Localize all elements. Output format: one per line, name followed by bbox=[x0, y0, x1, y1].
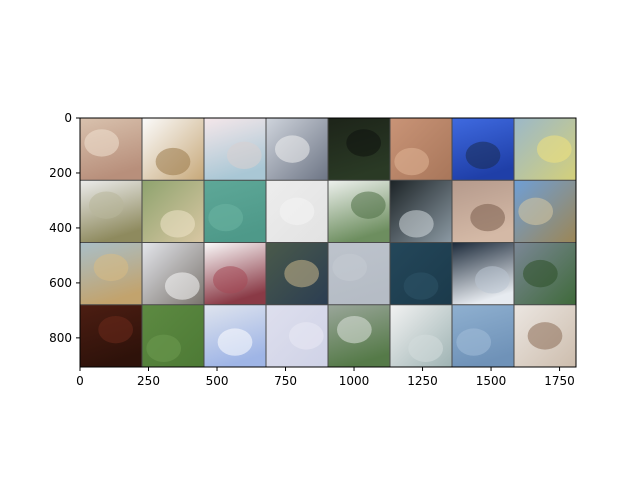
image-tile-blob bbox=[217, 328, 253, 356]
image-tile bbox=[80, 304, 142, 367]
image-tile bbox=[390, 118, 452, 181]
image-tile-blob bbox=[522, 259, 558, 288]
image-tile bbox=[514, 304, 576, 367]
image-tile bbox=[266, 118, 328, 181]
image-tile-blob bbox=[274, 135, 310, 163]
x-axis: 0 250 500 750 1000 1250 1500 1750 bbox=[76, 367, 575, 388]
x-tick-label: 500 bbox=[206, 374, 229, 388]
image-tile bbox=[328, 304, 390, 367]
image-tile bbox=[204, 180, 266, 243]
image-tile-blob bbox=[208, 203, 244, 232]
image-tile bbox=[204, 118, 266, 181]
image-tile-blob bbox=[474, 266, 510, 294]
axes-frame bbox=[79, 117, 577, 368]
image-tile-blob bbox=[146, 334, 182, 363]
image-tile-blob bbox=[336, 315, 372, 344]
image-tile-blob bbox=[536, 135, 572, 163]
image-tile bbox=[204, 242, 266, 305]
image-tile-blob bbox=[350, 191, 386, 219]
image-tile bbox=[390, 180, 452, 243]
image-tile bbox=[328, 242, 390, 305]
image-tile bbox=[452, 118, 514, 181]
image-tile-blob bbox=[403, 272, 439, 300]
image-tile-blob bbox=[408, 334, 444, 363]
image-tile-blob bbox=[398, 210, 434, 238]
image-tile bbox=[80, 118, 142, 181]
x-tick-label: 1000 bbox=[339, 374, 370, 388]
image-tile-blob bbox=[160, 210, 196, 238]
image-tile bbox=[142, 242, 204, 305]
image-tile-blob bbox=[98, 315, 134, 344]
image-tile bbox=[266, 242, 328, 305]
image-tile-blob bbox=[346, 129, 382, 157]
image-tile bbox=[514, 180, 576, 243]
image-tile bbox=[142, 118, 204, 181]
image-tile bbox=[266, 180, 328, 243]
image-tile-blob bbox=[456, 328, 492, 356]
image-tile-blob bbox=[155, 147, 191, 176]
image-tile-blob bbox=[527, 322, 563, 350]
image-tile-blob bbox=[226, 141, 262, 170]
image-tile-blob bbox=[288, 322, 324, 350]
image-tile bbox=[328, 180, 390, 243]
y-tick-label: 400 bbox=[49, 221, 72, 235]
image-tile-blob bbox=[470, 203, 506, 232]
image-tile bbox=[514, 118, 576, 181]
image-tile bbox=[452, 242, 514, 305]
x-tick-label: 750 bbox=[274, 374, 297, 388]
y-tick-label: 600 bbox=[49, 276, 72, 290]
image-tile bbox=[266, 304, 328, 367]
image-tile bbox=[390, 304, 452, 367]
image-tile-blob bbox=[332, 253, 368, 282]
y-axis: 0 200 400 600 800 bbox=[49, 111, 80, 345]
x-tick-label: 0 bbox=[76, 374, 84, 388]
image-tile bbox=[142, 304, 204, 367]
tile-borders bbox=[80, 118, 576, 367]
image-tile-blob bbox=[465, 141, 501, 170]
image-tile bbox=[80, 242, 142, 305]
image-tile-blob bbox=[84, 129, 120, 157]
image-tiles bbox=[80, 118, 576, 367]
x-tick-label: 1250 bbox=[407, 374, 438, 388]
image-tile-blob bbox=[394, 147, 430, 176]
image-tile-blob bbox=[93, 253, 129, 282]
image-tile bbox=[80, 180, 142, 243]
image-tile-blob bbox=[88, 191, 124, 219]
image-tile bbox=[204, 304, 266, 367]
image-tile bbox=[390, 242, 452, 305]
image-tile-blob bbox=[518, 197, 554, 226]
image-tile-blob bbox=[279, 197, 315, 226]
x-tick-label: 1500 bbox=[476, 374, 507, 388]
y-tick-label: 800 bbox=[49, 331, 72, 345]
image-tile-blob bbox=[164, 272, 200, 300]
y-tick-label: 200 bbox=[49, 166, 72, 180]
image-tile bbox=[452, 304, 514, 367]
image-tile bbox=[452, 180, 514, 243]
image-tile-blob bbox=[284, 259, 320, 288]
image-tile bbox=[514, 242, 576, 305]
x-tick-label: 250 bbox=[137, 374, 160, 388]
image-tile-blob bbox=[212, 266, 248, 294]
x-tick-label: 1750 bbox=[544, 374, 575, 388]
image-tile bbox=[328, 118, 390, 181]
y-tick-label: 0 bbox=[64, 111, 72, 125]
image-tile bbox=[142, 180, 204, 243]
